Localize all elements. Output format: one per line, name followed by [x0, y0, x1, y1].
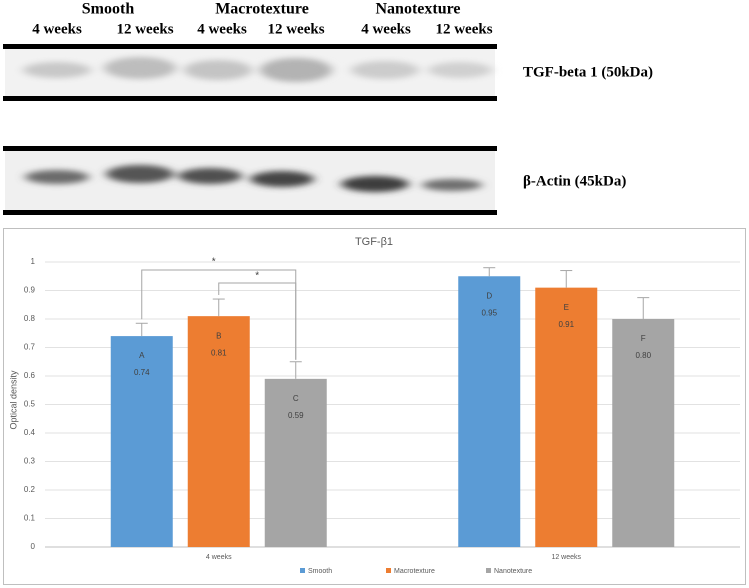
- bar-letter: A: [139, 351, 145, 360]
- membrane: [5, 150, 495, 212]
- group-label: Smooth: [82, 1, 135, 18]
- y-axis-label: Optical density: [8, 370, 18, 430]
- legend-label: Smooth: [308, 568, 332, 575]
- bar: [535, 287, 598, 547]
- chart-title: TGF-β1: [355, 236, 393, 248]
- y-tick-label: 0.6: [24, 371, 36, 380]
- data-label: 0.95: [481, 308, 497, 317]
- frame: [3, 44, 497, 49]
- bar: [612, 319, 675, 547]
- group-label: Macrotexture: [215, 1, 309, 18]
- y-tick-label: 0.9: [24, 286, 36, 295]
- legend-label: Macrotexture: [394, 568, 435, 575]
- bar: [110, 336, 173, 547]
- lane-label: 4 weeks: [197, 21, 247, 37]
- lane-label: 12 weeks: [435, 21, 492, 37]
- significance-bracket: [218, 282, 297, 360]
- bar-letter: C: [293, 394, 299, 403]
- y-tick-label: 0.7: [24, 343, 36, 352]
- significance-label: *: [212, 257, 216, 268]
- data-label: 0.74: [134, 368, 150, 377]
- frame: [3, 146, 497, 151]
- y-tick-label: 0.5: [24, 400, 36, 409]
- bar: [264, 378, 327, 547]
- legend-swatch: [300, 568, 305, 573]
- bar: [187, 316, 250, 547]
- bar-letter: E: [564, 303, 569, 312]
- y-tick-label: 0.8: [24, 314, 36, 323]
- y-tick-label: 0: [31, 542, 36, 551]
- lane-label: 4 weeks: [32, 21, 82, 37]
- group-label: Nanotexture: [375, 1, 460, 18]
- y-tick-label: 0.3: [24, 457, 36, 466]
- frame: [3, 96, 497, 101]
- bands: [23, 57, 492, 192]
- data-label: 0.59: [288, 411, 304, 420]
- significance-label: *: [255, 271, 259, 282]
- bar-letter: D: [486, 291, 492, 300]
- band-label: TGF-beta 1 (50kDa): [523, 64, 653, 80]
- lane-label: 12 weeks: [116, 21, 173, 37]
- y-tick-label: 1: [31, 257, 36, 266]
- bar-letter: B: [216, 331, 221, 340]
- y-tick-label: 0.4: [24, 428, 36, 437]
- legend-swatch: [386, 568, 391, 573]
- frame: [3, 210, 497, 215]
- x-tick-label: 12 weeks: [551, 554, 581, 561]
- y-tick-label: 0.2: [24, 485, 36, 494]
- y-tick-label: 0.1: [24, 514, 36, 523]
- data-label: 0.80: [635, 351, 651, 360]
- band-label: β-Actin (45kDa): [523, 173, 626, 189]
- bar: [458, 276, 521, 547]
- legend-label: Nanotexture: [494, 568, 532, 575]
- data-label: 0.81: [211, 348, 227, 357]
- bar-letter: F: [641, 334, 646, 343]
- data-label: 0.91: [558, 320, 574, 329]
- x-tick-label: 4 weeks: [206, 554, 232, 561]
- legend-swatch: [486, 568, 491, 573]
- lane-label: 4 weeks: [361, 21, 411, 37]
- blot: [3, 44, 497, 215]
- lane-label: 12 weeks: [267, 21, 324, 37]
